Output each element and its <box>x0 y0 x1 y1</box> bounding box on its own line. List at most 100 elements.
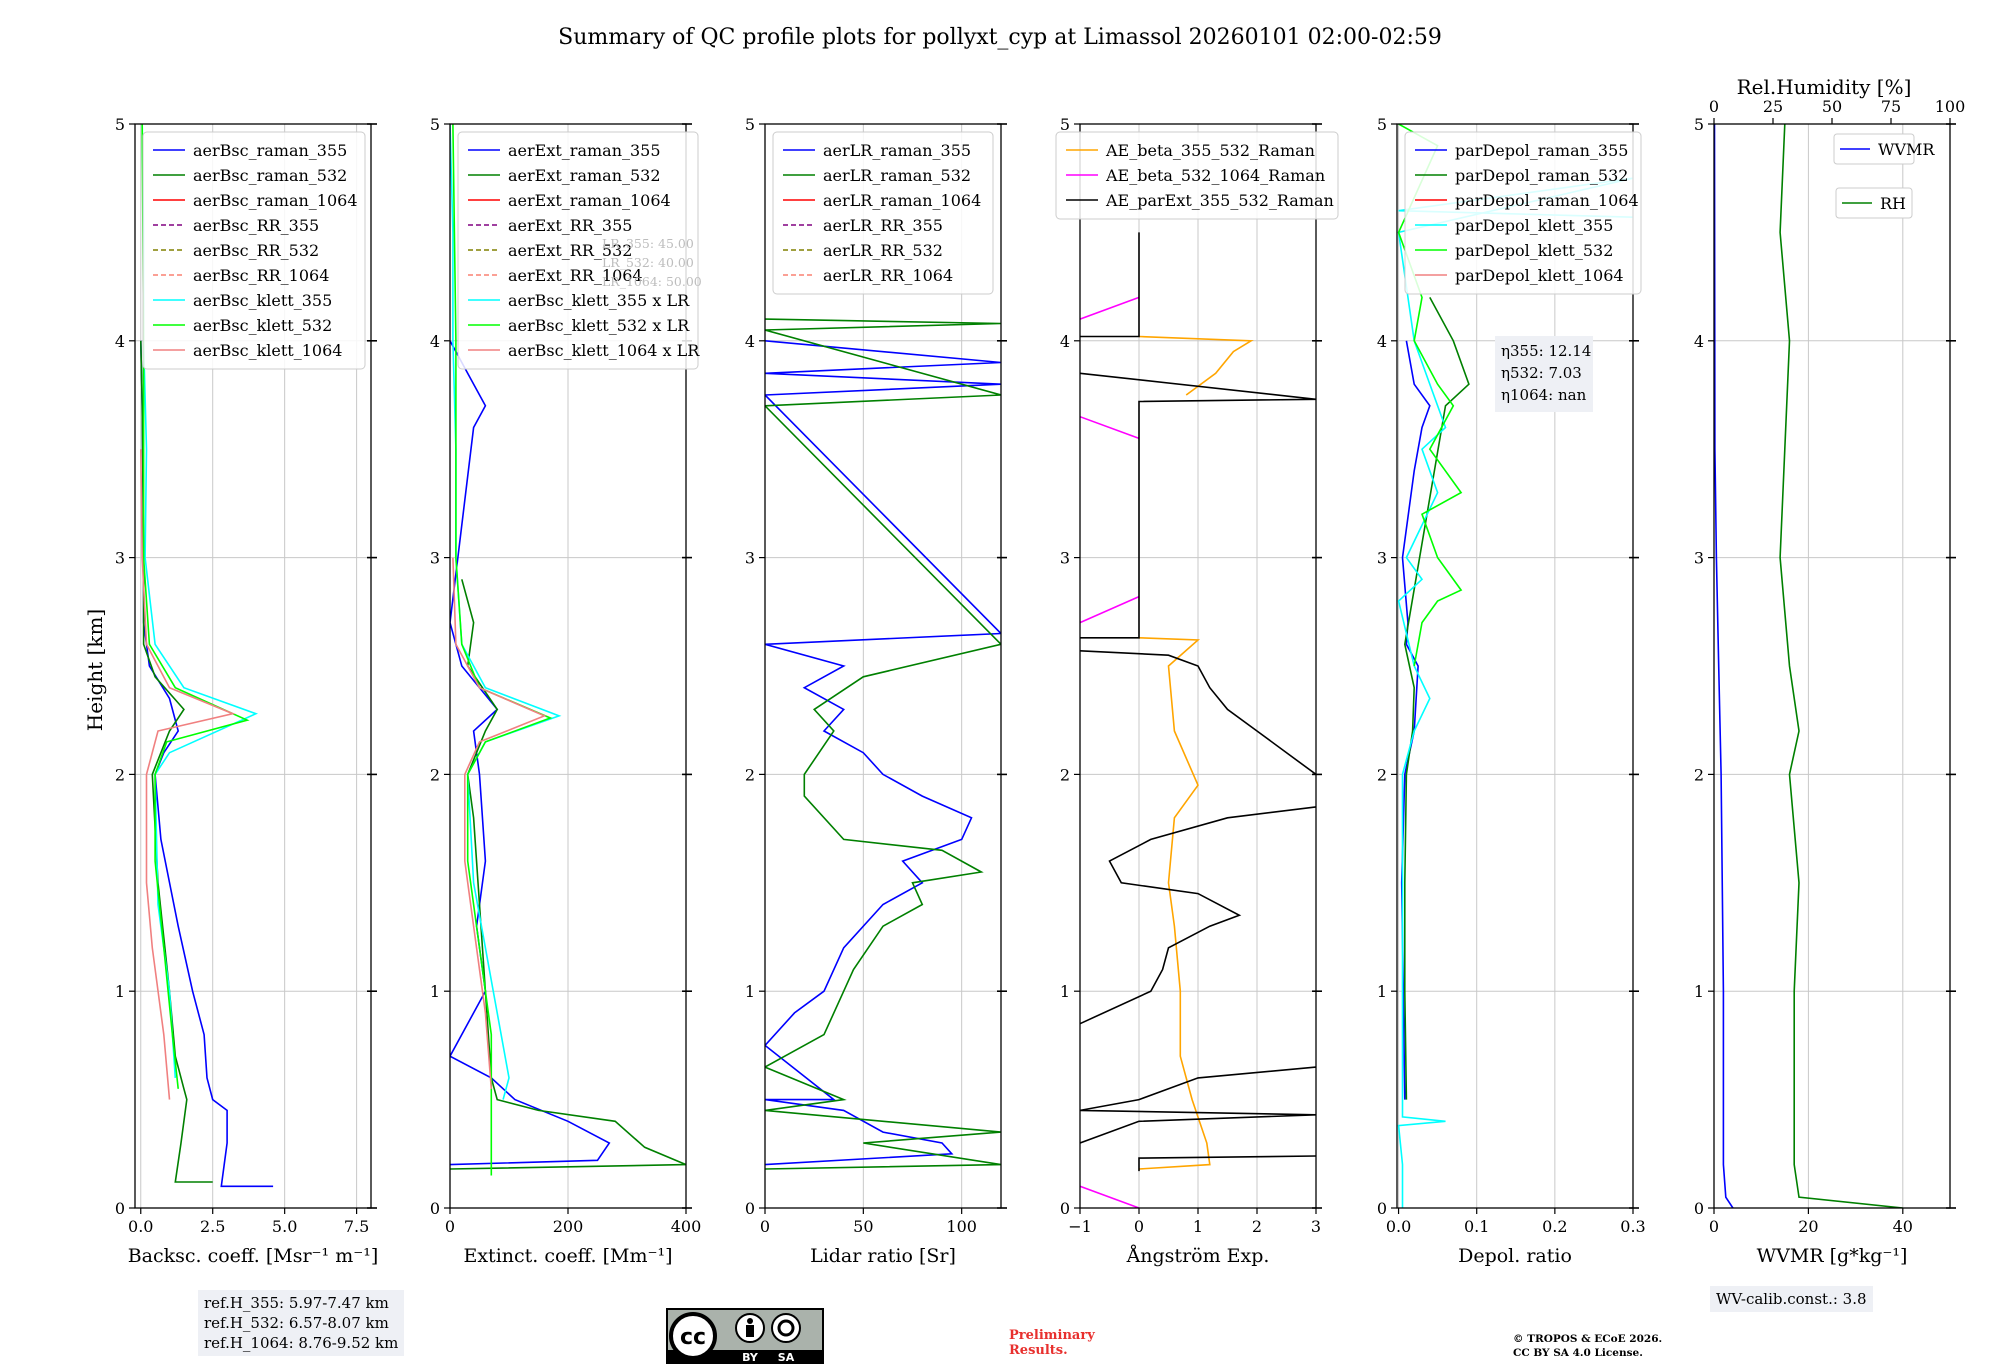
y-tick-label-4: 4 <box>745 332 755 351</box>
top-x-tick-label-2: 50 <box>1822 97 1842 116</box>
y-tick-label-1: 1 <box>115 982 125 1001</box>
legend-label-1: parDepol_raman_532 <box>1455 166 1628 185</box>
legend-rh: RH <box>1835 187 1913 219</box>
series-group <box>1397 124 1633 1208</box>
legend-label-3: parDepol_klett_355 <box>1455 216 1613 235</box>
legend-label-1: aerBsc_raman_532 <box>193 166 347 185</box>
legend-label-1: AE_beta_532_1064_Raman <box>1105 166 1325 185</box>
y-tick-label-0: 0 <box>745 1199 755 1218</box>
x-tick-label-3: 2 <box>1252 1217 1262 1236</box>
axes-frame <box>1713 123 1951 1209</box>
axes-frame <box>134 123 372 1209</box>
legend-label-5: aerBsc_RR_1064 <box>193 266 329 285</box>
y-tick-label-5: 5 <box>115 115 125 134</box>
y-tick-label-4: 4 <box>1377 332 1387 351</box>
y-tick-label-2: 2 <box>745 765 755 784</box>
x-axis-label: Lidar ratio [Sr] <box>810 1245 956 1267</box>
legend-label-0: aerBsc_raman_355 <box>193 141 347 160</box>
series-line-ae-parext-355-532-raman-b <box>1138 1155 1316 1172</box>
legend-label-5: parDepol_klett_1064 <box>1455 266 1624 285</box>
series-line-pardepol-raman-532 <box>1403 297 1470 1100</box>
series-group <box>1714 124 1903 1208</box>
series-line-rh <box>1779 124 1903 1208</box>
legend-label-8: aerBsc_klett_1064 <box>193 341 342 360</box>
y-tick-label-1: 1 <box>745 982 755 1001</box>
preliminary-line-1: Preliminary <box>1009 1328 1095 1343</box>
y-tick-label-2: 2 <box>1694 765 1704 784</box>
eta-annotation-2: η1064: nan <box>1501 386 1587 404</box>
x-tick-label-0: 0.0 <box>1386 1217 1411 1236</box>
series-line-aerbsc-raman-355 <box>140 340 274 1188</box>
legend-label-4: aerExt_RR_532 <box>508 241 632 260</box>
y-tick-label-1: 1 <box>1694 982 1704 1001</box>
legend-box <box>1404 131 1642 295</box>
x-tick-label-0: −1 <box>1068 1217 1092 1236</box>
legend-label: WVMR <box>1878 140 1935 159</box>
legend-box <box>457 131 699 370</box>
legend-label-6: aerBsc_klett_355 <box>193 291 332 310</box>
legend-label-2: parDepol_raman_1064 <box>1455 191 1639 210</box>
y-tick-label-2: 2 <box>115 765 125 784</box>
y-tick-label-3: 3 <box>115 549 125 568</box>
lr-annotation-2: LR_1064: 50.00 <box>602 274 702 289</box>
y-tick-label-5: 5 <box>1060 115 1070 134</box>
legend-label-2: aerLR_raman_1064 <box>823 191 981 210</box>
y-tick-label-4: 4 <box>1060 332 1070 351</box>
axes-frame <box>1396 123 1634 1209</box>
series-line-aerbsc-klett-532 <box>141 124 250 1089</box>
legend-label-5: aerExt_RR_1064 <box>508 266 643 285</box>
y-tick-label-4: 4 <box>115 332 125 351</box>
legend-label-4: parDepol_klett_532 <box>1455 241 1613 260</box>
legend-label-2: aerBsc_raman_1064 <box>193 191 358 210</box>
legend: parDepol_raman_355 parDepol_raman_532 parD… <box>1404 131 1642 295</box>
x-tick-label-3: 7.5 <box>344 1217 369 1236</box>
series-line-ae-beta-532-1064-raman-d <box>1080 296 1140 320</box>
series-line-pardepol-klett-355 <box>1397 177 1633 1208</box>
eta-annotation-0: η355: 12.14 <box>1501 342 1591 360</box>
legend-label-7: aerBsc_klett_532 x LR <box>508 316 690 335</box>
legend-label-1: aerExt_raman_532 <box>508 166 661 185</box>
x-tick-label-0: 0 <box>1709 1217 1719 1236</box>
legend-label-5: aerLR_RR_1064 <box>823 266 953 285</box>
y-tick-label-5: 5 <box>430 115 440 134</box>
series-line-aerbsc-klett-532 x lr <box>452 124 553 1176</box>
legend-label-2: aerExt_raman_1064 <box>508 191 671 210</box>
legend-wvmr: WVMR <box>1833 133 1935 165</box>
y-tick-label-5: 5 <box>1694 115 1704 134</box>
series-line-wvmr <box>1714 124 1734 1208</box>
top-axis-label: Rel.Humidity [%] <box>1737 75 1912 99</box>
x-tick-label-2: 0.2 <box>1542 1217 1567 1236</box>
legend-label-3: aerLR_RR_355 <box>823 216 943 235</box>
legend: AE_beta_355_532_Raman AE_beta_532_1064_Ra… <box>1055 131 1339 220</box>
chart-panel-depolarization: 0.0 0.1 0.2 0.3 Depol. ratio 0 1 2 3 4 5 parDepol_r… <box>1377 115 1646 1267</box>
y-tick-label-0: 0 <box>430 1199 440 1218</box>
series-line-aerbsc-klett-1064 x lr <box>452 557 547 1089</box>
top-x-tick-label-3: 75 <box>1881 97 1901 116</box>
x-tick-label-1: 200 <box>553 1217 584 1236</box>
series-line-ae-parext-355-532-raman-e <box>1080 372 1316 639</box>
legend-label-1: aerLR_raman_532 <box>823 166 971 185</box>
preliminary-note: Preliminary Results. <box>1009 1328 1095 1358</box>
legend: aerBsc_raman_355 aerBsc_raman_532 aerBsc_r… <box>142 131 366 370</box>
x-axis-label: WVMR [g*kg⁻¹] <box>1757 1245 1908 1267</box>
eta-annotation-1: η532: 7.03 <box>1501 364 1582 382</box>
x-tick-label-1: 20 <box>1798 1217 1818 1236</box>
x-tick-label-2: 40 <box>1893 1217 1913 1236</box>
y-tick-label-3: 3 <box>745 549 755 568</box>
series-line-pardepol-raman-355 <box>1400 340 1431 1100</box>
x-tick-label-0: 0 <box>760 1217 770 1236</box>
series-line-aerlr-raman-532 <box>765 318 1001 1170</box>
series-line-ae-parext-355-532-raman-c <box>1080 806 1316 1025</box>
legend: aerExt_raman_355 aerExt_raman_532 aerExt_r… <box>457 131 700 370</box>
series-group <box>450 124 686 1176</box>
y-axis-label: Height [km] <box>83 609 107 731</box>
legend-box <box>142 131 366 370</box>
lr-annotation-0: LR_355: 45.00 <box>602 236 694 251</box>
series-group <box>765 318 1001 1170</box>
y-tick-label-2: 2 <box>430 765 440 784</box>
legend-box <box>1055 131 1339 220</box>
cc-logo-text: cc <box>680 1325 706 1350</box>
eta-box <box>1495 336 1593 412</box>
top-x-tick-label-4: 100 <box>1935 97 1966 116</box>
legend-label: RH <box>1880 194 1906 213</box>
